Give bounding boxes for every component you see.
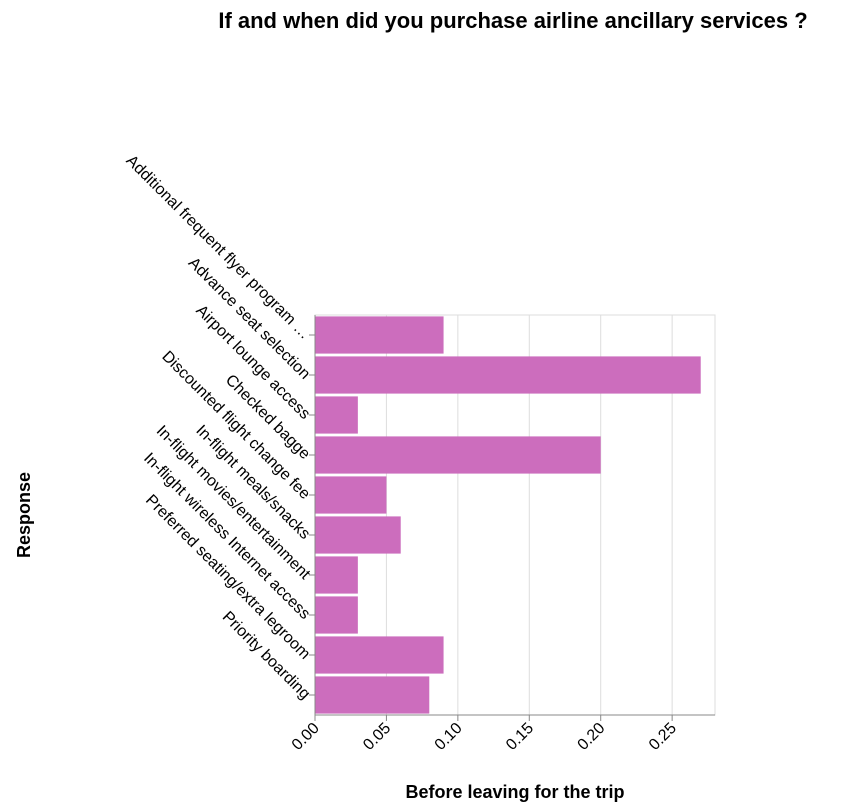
x-tick-label: 0.05 xyxy=(360,720,394,754)
bar xyxy=(315,476,387,514)
x-axis-ticks: 0.00 0.05 0.10 0.15 0.20 0.25 xyxy=(289,715,680,754)
bar xyxy=(315,556,358,594)
x-tick-label: 0.10 xyxy=(432,720,466,754)
y-axis-ticks: Additional frequent flyer program …Advan… xyxy=(123,152,315,703)
chart-title: If and when did you purchase airline anc… xyxy=(218,8,808,33)
bar xyxy=(315,676,430,714)
y-axis-title: Response xyxy=(14,472,34,558)
bar xyxy=(315,636,444,674)
x-tick-label: 0.20 xyxy=(575,720,609,754)
x-tick-label: 0.25 xyxy=(646,720,680,754)
bar xyxy=(315,436,601,474)
bar xyxy=(315,356,701,394)
bar xyxy=(315,316,444,354)
x-tick-label: 0.00 xyxy=(289,720,323,754)
bars xyxy=(315,316,701,714)
axes xyxy=(314,315,715,716)
x-tick-label: 0.15 xyxy=(503,720,537,754)
bar xyxy=(315,596,358,634)
bar xyxy=(315,516,401,554)
bar xyxy=(315,396,358,434)
x-axis-title: Before leaving for the trip xyxy=(405,782,624,802)
